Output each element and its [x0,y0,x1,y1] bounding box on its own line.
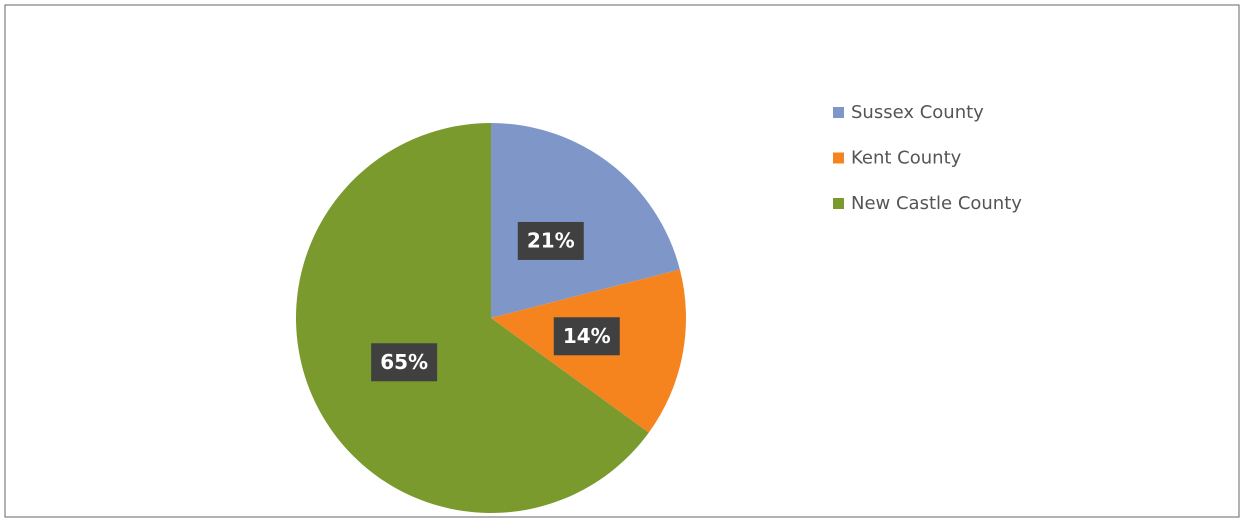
legend-swatch [833,152,844,164]
data-label-box [371,343,438,382]
data-label-box [517,221,584,260]
legend-label: Kent County [851,148,962,169]
data-label: 21% [527,228,575,252]
data-label: 14% [563,324,611,348]
legend-swatch [833,107,844,118]
pie: 21% 14% 65% [295,123,686,514]
legend: Sussex County Kent County New Castle Count… [833,102,1022,214]
pie-slice [295,123,649,514]
legend-swatch [833,198,844,209]
data-label: 65% [380,350,428,374]
legend-label: New Castle County [851,193,1022,214]
legend-label: Sussex County [851,102,984,123]
pie-slice [491,123,680,318]
data-label-box [553,317,620,356]
